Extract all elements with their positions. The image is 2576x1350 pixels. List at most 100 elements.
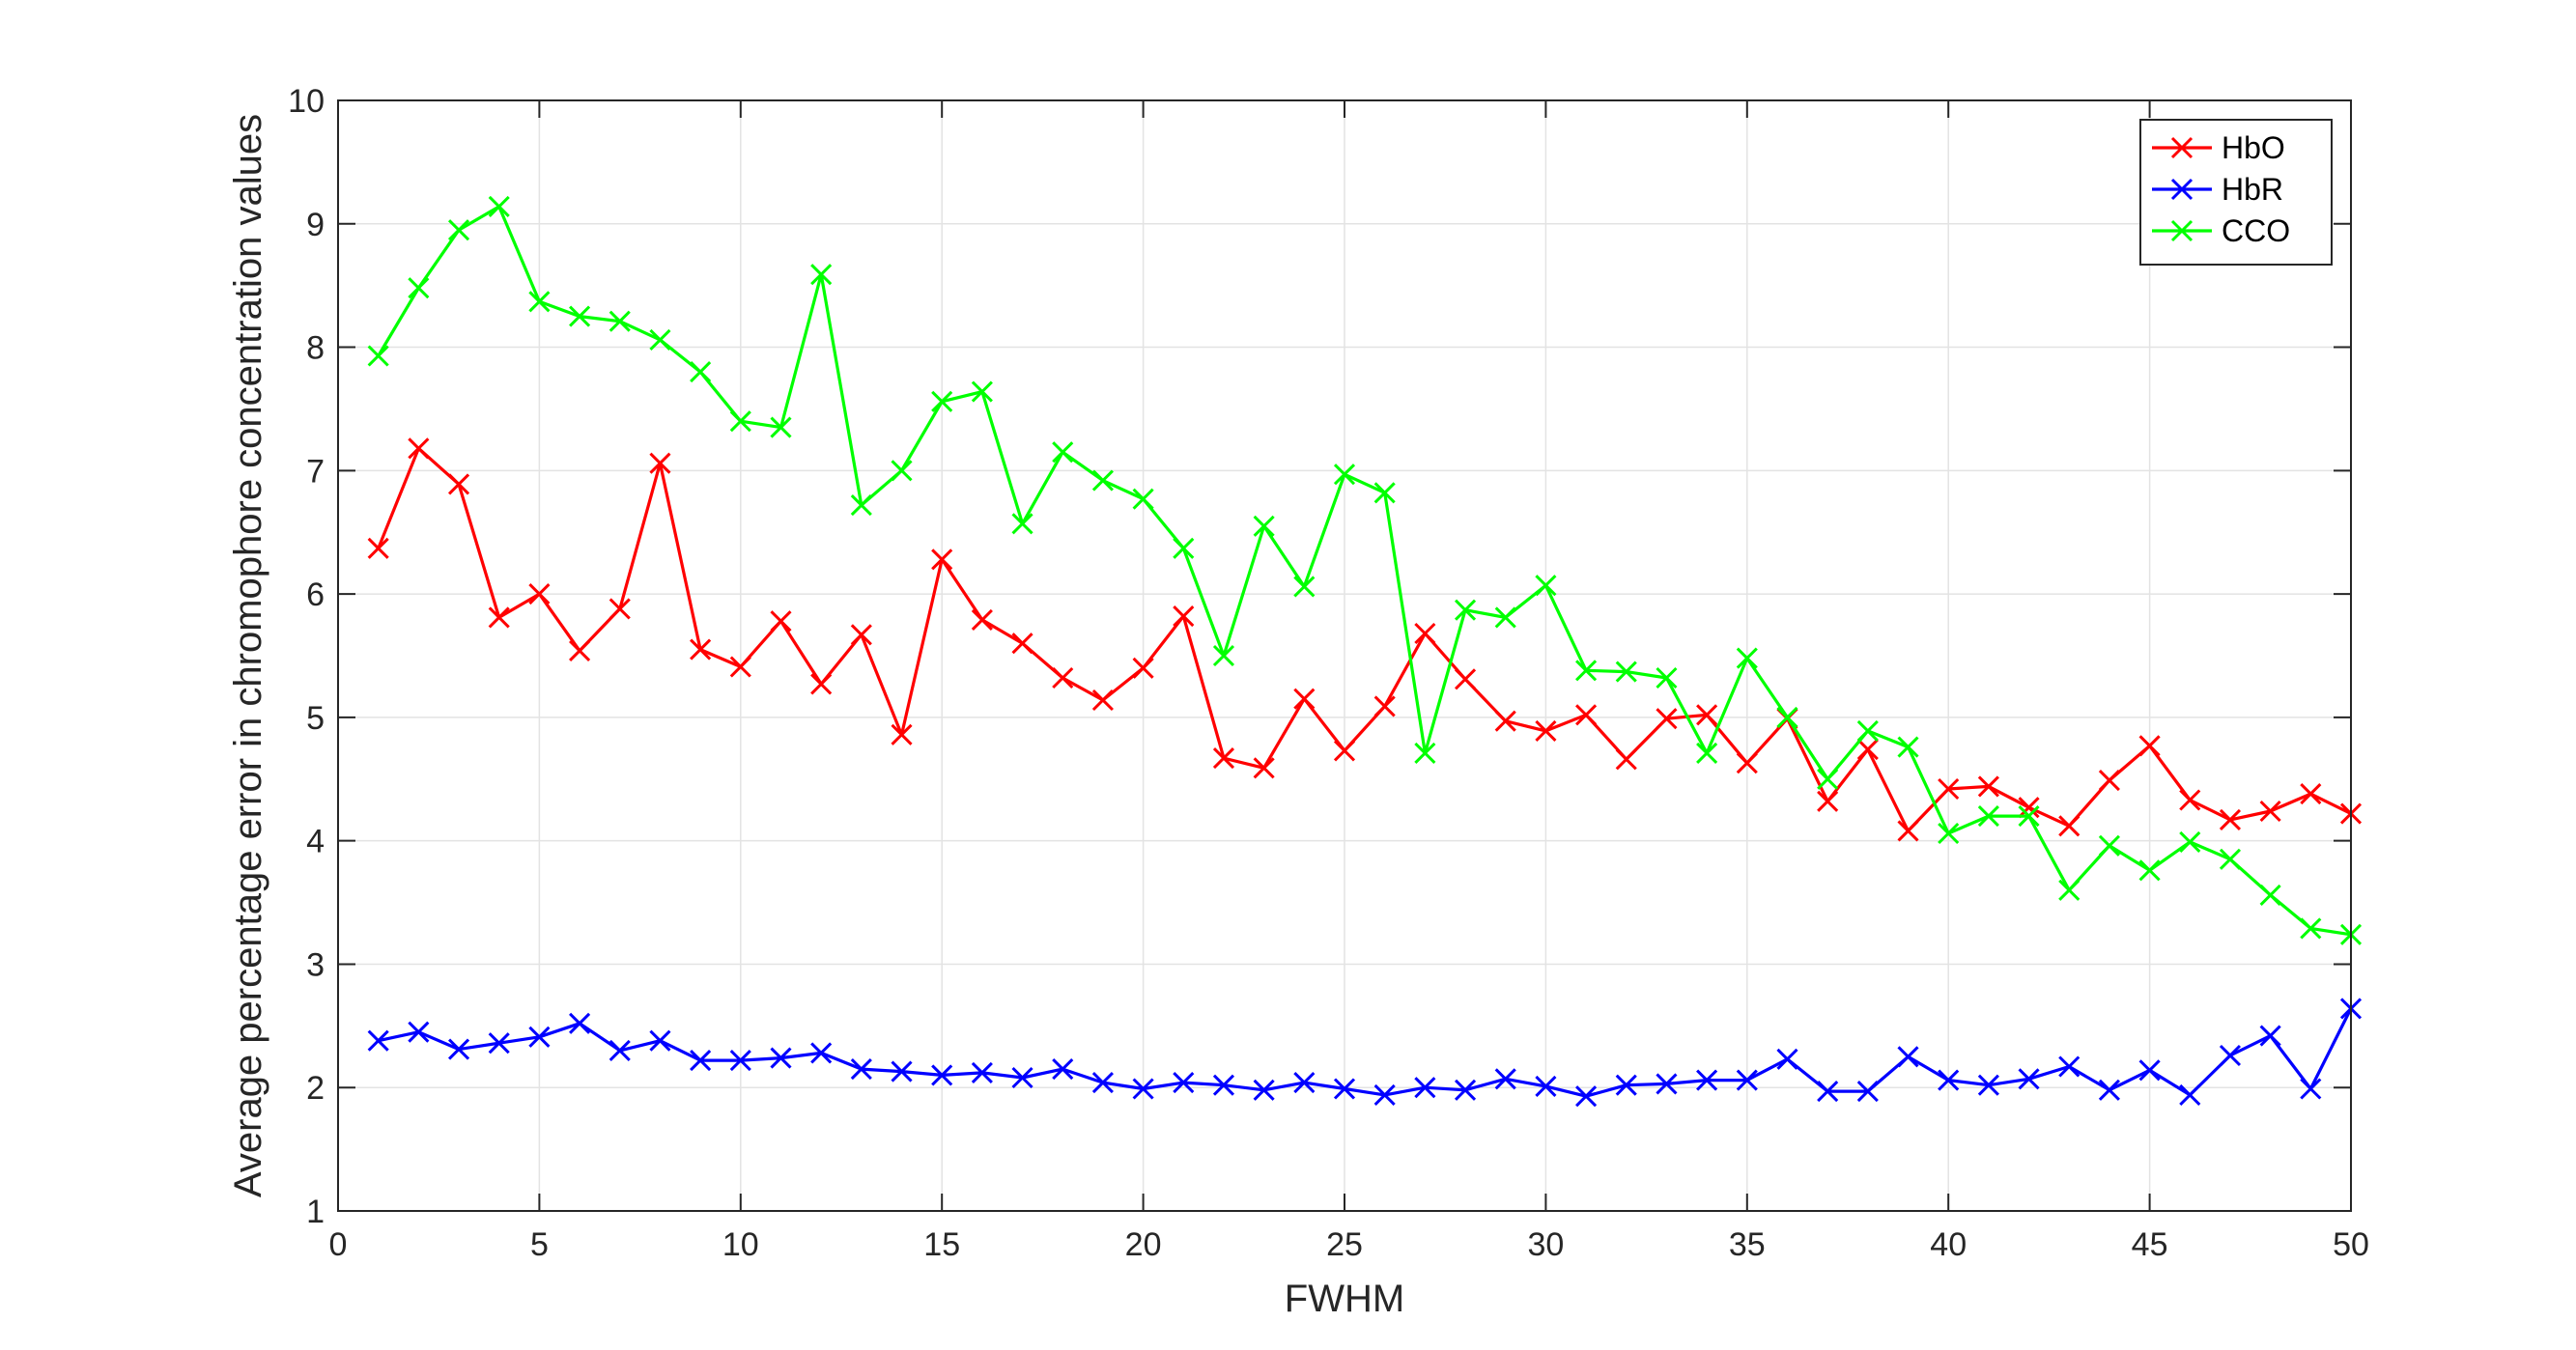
cco-marker [1736, 647, 1758, 669]
hbo-marker [1977, 775, 1999, 798]
cco-marker [1373, 482, 1396, 504]
hbo-marker [1253, 757, 1275, 779]
hbo-marker [1011, 633, 1033, 655]
hbr-marker [1091, 1072, 1114, 1094]
hbr-marker [1253, 1079, 1275, 1101]
cco-marker [1212, 644, 1235, 667]
hbr-marker [1414, 1077, 1436, 1099]
hbr-marker [447, 1038, 470, 1060]
cco-marker [2300, 917, 2322, 940]
hbo-marker [2179, 789, 2201, 811]
cco-marker [649, 328, 671, 351]
hbr-marker [971, 1061, 993, 1083]
cco-marker [1091, 469, 1114, 492]
hbr-marker [2018, 1068, 2040, 1090]
hbo-marker [2138, 735, 2161, 757]
cco-marker [1494, 606, 1516, 629]
cco-marker [1293, 576, 1316, 598]
x-axis-title: FWHM [1285, 1278, 1404, 1320]
hbo-marker [488, 606, 510, 629]
cco-marker [1776, 706, 1798, 728]
legend-marker-hbr [2170, 178, 2194, 201]
hbo-marker [1817, 790, 1839, 812]
hbo-marker [1696, 704, 1718, 726]
cco-marker [1817, 768, 1839, 790]
cco-marker [1052, 441, 1074, 464]
hbr-line [378, 1007, 2353, 1098]
hbr-marker [1212, 1074, 1235, 1096]
cco-marker [850, 494, 872, 517]
hbo-marker [1494, 710, 1516, 732]
cco-marker [1575, 660, 1598, 682]
hbr-marker [1736, 1069, 1758, 1091]
cco-marker [1897, 736, 1919, 758]
cco-marker [810, 264, 833, 286]
hbo-marker [2259, 800, 2281, 823]
hbo-marker [770, 610, 792, 633]
hbo-marker [1212, 746, 1235, 770]
y-tick-label: 1 [306, 1194, 325, 1230]
hbo-marker [2300, 783, 2322, 805]
hbo-marker [971, 608, 993, 632]
cco-marker [2219, 848, 2242, 870]
hbr-marker [649, 1029, 671, 1052]
hbr-marker [1373, 1083, 1396, 1106]
hbo-marker [367, 537, 389, 559]
cco-marker [729, 410, 751, 433]
x-tick-label: 40 [1930, 1226, 1967, 1263]
hbr-marker [1575, 1085, 1598, 1108]
hbo-marker [1535, 719, 1557, 743]
hbo-marker [1938, 777, 1960, 801]
series-cco [367, 195, 2363, 945]
hbr-marker [1615, 1074, 1637, 1096]
series-hbr [367, 998, 2363, 1108]
hbo-marker [690, 638, 712, 661]
hbo-marker [1132, 657, 1154, 679]
hbr-marker [1817, 1080, 1839, 1103]
hbr-marker [1776, 1048, 1798, 1070]
hbo-marker [2058, 815, 2081, 837]
y-tick-label: 6 [306, 577, 325, 613]
hbr-marker [528, 1026, 551, 1048]
cco-marker [447, 219, 470, 241]
y-tick-label: 8 [306, 330, 325, 367]
y-tick-label: 7 [306, 453, 325, 490]
hbr-marker [931, 1064, 953, 1086]
x-tick-label: 10 [722, 1226, 759, 1263]
hbr-marker [488, 1032, 510, 1055]
cco-marker [770, 416, 792, 438]
y-tick-label: 4 [306, 824, 325, 860]
cco-marker [1856, 719, 1879, 743]
hbr-marker [609, 1039, 631, 1061]
hbo-marker [2219, 808, 2242, 831]
hbr-marker [408, 1021, 430, 1043]
hbo-marker [1454, 668, 1477, 690]
hbo-line [377, 446, 2352, 833]
cco-marker [2058, 879, 2081, 901]
hbr-marker [1494, 1068, 1516, 1090]
hbr-marker [1011, 1066, 1033, 1089]
y-axis-title: Average percentage error in chromophore … [227, 114, 269, 1197]
hbr-marker [1173, 1072, 1195, 1094]
hbo-marker [1414, 622, 1436, 645]
cco-marker [488, 195, 510, 217]
cco-marker [1333, 464, 1356, 486]
hbo-marker [1373, 695, 1396, 717]
hbo-marker [1856, 739, 1879, 761]
hbo-marker [810, 673, 833, 695]
hbr-marker [1977, 1074, 1999, 1096]
hbo-marker [1091, 689, 1114, 712]
hbo-marker [1173, 605, 1195, 628]
x-tick-label: 45 [2132, 1226, 2168, 1263]
hbr-marker [2179, 1083, 2201, 1106]
hbr-marker [850, 1057, 872, 1081]
legend-label-cco: CCO [2222, 213, 2290, 248]
y-tick-label: 5 [306, 700, 325, 737]
cco-marker [1253, 515, 1275, 537]
hbo-marker [891, 723, 913, 745]
cco-marker [931, 390, 953, 412]
hbo-marker [729, 656, 751, 678]
hbo-marker [2018, 797, 2040, 819]
